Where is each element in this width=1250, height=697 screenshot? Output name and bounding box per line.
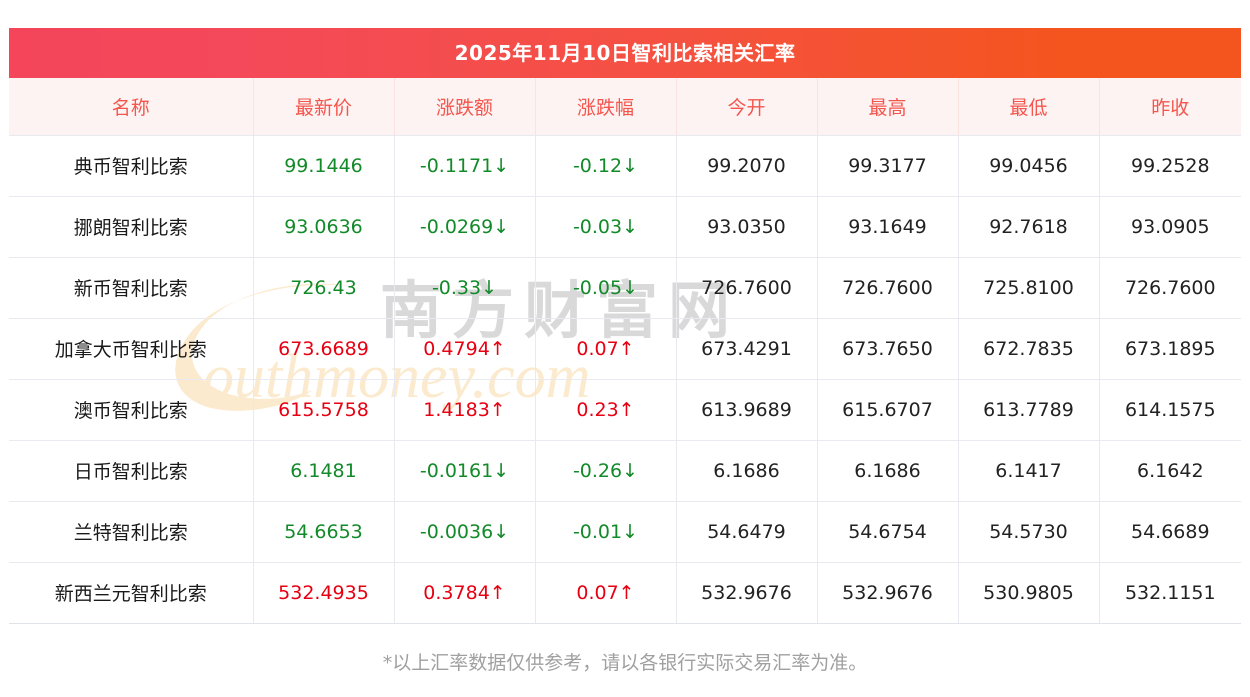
cell-change-amount: -0.0269↓	[394, 196, 536, 258]
cell-high: 6.1686	[817, 440, 959, 502]
cell-low: 99.0456	[958, 135, 1100, 197]
cell-high: 615.6707	[817, 379, 959, 441]
cell-open: 726.7600	[676, 257, 818, 319]
cell-last-price: 615.5758	[253, 379, 395, 441]
cell-high: 99.3177	[817, 135, 959, 197]
cell-prev-close: 6.1642	[1099, 440, 1242, 502]
cell-change-amount: 0.3784↑	[394, 562, 536, 624]
cell-change-percent: -0.01↓	[535, 501, 677, 563]
cell-prev-close: 673.1895	[1099, 318, 1242, 380]
cell-currency-name: 澳币智利比索	[9, 379, 254, 441]
cell-change-amount: -0.33↓	[394, 257, 536, 319]
table-body: 典币智利比索 99.1446 -0.1171↓ -0.12↓ 99.2070 99.317…	[9, 135, 1242, 624]
cell-change-percent: 0.23↑	[535, 379, 677, 441]
cell-low: 672.7835	[958, 318, 1100, 380]
table-head: 2025年11月10日智利比索相关汇率 名称 最新价 涨跌额 涨跌幅 今开 最高…	[9, 28, 1242, 136]
cell-last-price: 532.4935	[253, 562, 395, 624]
title-row: 2025年11月10日智利比索相关汇率	[9, 28, 1242, 78]
cell-open: 673.4291	[676, 318, 818, 380]
cell-low: 54.5730	[958, 501, 1100, 563]
table-row[interactable]: 日币智利比索 6.1481 -0.0161↓ -0.26↓ 6.1686 6.1686 6.…	[9, 440, 1242, 502]
cell-prev-close: 99.2528	[1099, 135, 1242, 197]
cell-change-amount: -0.0036↓	[394, 501, 536, 563]
cell-change-amount: 1.4183↑	[394, 379, 536, 441]
cell-open: 99.2070	[676, 135, 818, 197]
table-row[interactable]: 典币智利比索 99.1446 -0.1171↓ -0.12↓ 99.2070 99.317…	[9, 135, 1242, 197]
cell-currency-name: 新西兰元智利比索	[9, 562, 254, 624]
cell-open: 93.0350	[676, 196, 818, 258]
cell-prev-close: 93.0905	[1099, 196, 1242, 258]
cell-change-percent: -0.05↓	[535, 257, 677, 319]
column-header-pct[interactable]: 涨跌幅	[535, 78, 677, 136]
cell-high: 54.6754	[817, 501, 959, 563]
column-header-low[interactable]: 最低	[958, 78, 1100, 136]
cell-change-percent: -0.03↓	[535, 196, 677, 258]
table-row[interactable]: 澳币智利比索 615.5758 1.4183↑ 0.23↑ 613.9689 615.67…	[9, 379, 1242, 441]
cell-currency-name: 挪朗智利比索	[9, 196, 254, 258]
cell-change-amount: -0.1171↓	[394, 135, 536, 197]
cell-last-price: 673.6689	[253, 318, 395, 380]
column-header-high[interactable]: 最高	[817, 78, 959, 136]
cell-open: 532.9676	[676, 562, 818, 624]
column-header-prev-close[interactable]: 昨收	[1099, 78, 1242, 136]
rates-table: 2025年11月10日智利比索相关汇率 名称 最新价 涨跌额 涨跌幅 今开 最高…	[9, 28, 1242, 624]
cell-high: 93.1649	[817, 196, 959, 258]
cell-currency-name: 典币智利比索	[9, 135, 254, 197]
cell-last-price: 99.1446	[253, 135, 395, 197]
column-header-open[interactable]: 今开	[676, 78, 818, 136]
table-row[interactable]: 加拿大币智利比索 673.6689 0.4794↑ 0.07↑ 673.4291 673.…	[9, 318, 1242, 380]
cell-low: 92.7618	[958, 196, 1100, 258]
cell-change-percent: 0.07↑	[535, 562, 677, 624]
cell-prev-close: 54.6689	[1099, 501, 1242, 563]
cell-change-amount: -0.0161↓	[394, 440, 536, 502]
table-title-bar: 2025年11月10日智利比索相关汇率	[9, 28, 1242, 78]
rates-table-container: 2025年11月10日智利比索相关汇率 名称 最新价 涨跌额 涨跌幅 今开 最高…	[9, 28, 1242, 624]
cell-prev-close: 614.1575	[1099, 379, 1242, 441]
cell-change-percent: -0.26↓	[535, 440, 677, 502]
column-header-name[interactable]: 名称	[9, 78, 254, 136]
table-row[interactable]: 新币智利比索 726.43 -0.33↓ -0.05↓ 726.7600 726.7600…	[9, 257, 1242, 319]
cell-change-amount: 0.4794↑	[394, 318, 536, 380]
cell-low: 530.9805	[958, 562, 1100, 624]
cell-currency-name: 加拿大币智利比索	[9, 318, 254, 380]
cell-currency-name: 兰特智利比索	[9, 501, 254, 563]
cell-open: 6.1686	[676, 440, 818, 502]
cell-low: 613.7789	[958, 379, 1100, 441]
cell-high: 673.7650	[817, 318, 959, 380]
table-row[interactable]: 挪朗智利比索 93.0636 -0.0269↓ -0.03↓ 93.0350 93.164…	[9, 196, 1242, 258]
cell-last-price: 54.6653	[253, 501, 395, 563]
cell-high: 726.7600	[817, 257, 959, 319]
cell-high: 532.9676	[817, 562, 959, 624]
cell-open: 54.6479	[676, 501, 818, 563]
table-row[interactable]: 新西兰元智利比索 532.4935 0.3784↑ 0.07↑ 532.9676 532.…	[9, 562, 1242, 624]
cell-last-price: 6.1481	[253, 440, 395, 502]
cell-change-percent: 0.07↑	[535, 318, 677, 380]
cell-currency-name: 新币智利比索	[9, 257, 254, 319]
cell-open: 613.9689	[676, 379, 818, 441]
cell-prev-close: 726.7600	[1099, 257, 1242, 319]
column-header-row: 名称 最新价 涨跌额 涨跌幅 今开 最高 最低 昨收	[9, 78, 1242, 136]
cell-low: 725.8100	[958, 257, 1100, 319]
cell-last-price: 93.0636	[253, 196, 395, 258]
cell-last-price: 726.43	[253, 257, 395, 319]
column-header-last[interactable]: 最新价	[253, 78, 395, 136]
table-row[interactable]: 兰特智利比索 54.6653 -0.0036↓ -0.01↓ 54.6479 54.675…	[9, 501, 1242, 563]
disclaimer-note: *以上汇率数据仅供参考，请以各银行实际交易汇率为准。	[382, 652, 868, 674]
cell-prev-close: 532.1151	[1099, 562, 1242, 624]
cell-low: 6.1417	[958, 440, 1100, 502]
column-header-change[interactable]: 涨跌额	[394, 78, 536, 136]
cell-currency-name: 日币智利比索	[9, 440, 254, 502]
cell-change-percent: -0.12↓	[535, 135, 677, 197]
page-title: 2025年11月10日智利比索相关汇率	[454, 41, 796, 65]
